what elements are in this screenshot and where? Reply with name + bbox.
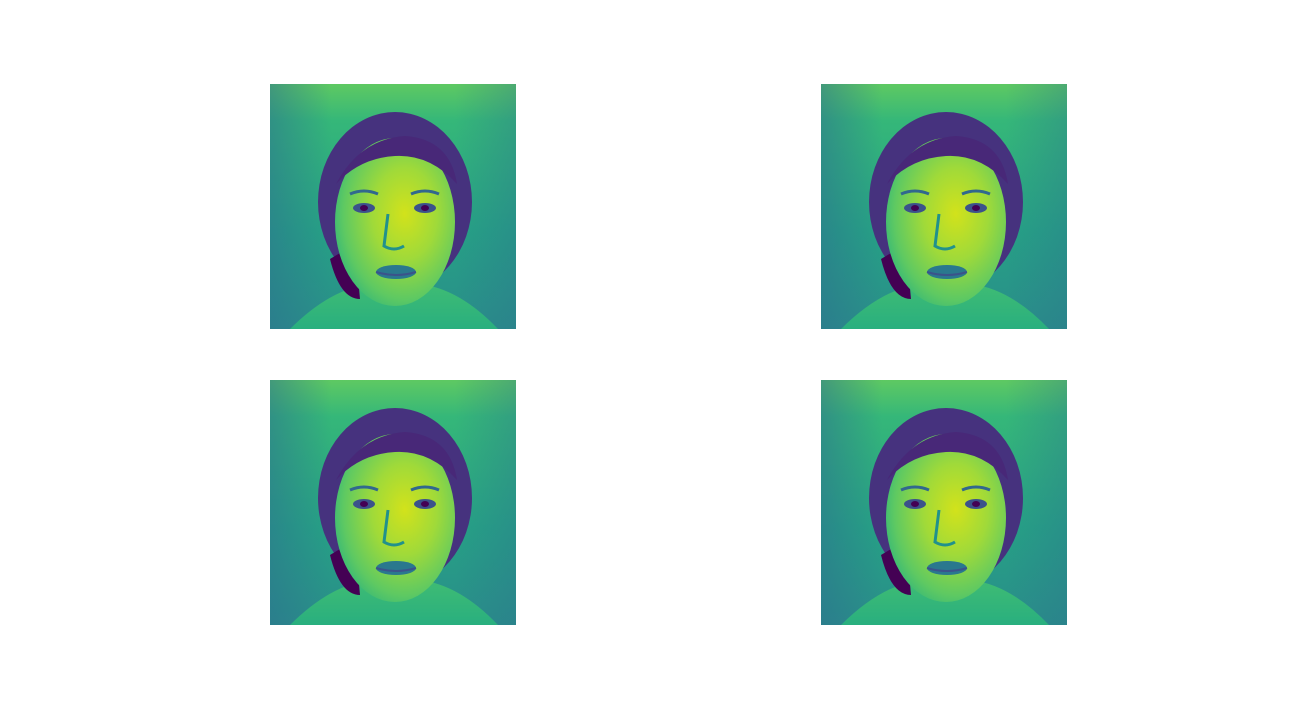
face-image <box>270 84 516 329</box>
face-image <box>821 380 1067 625</box>
face-image <box>821 84 1067 329</box>
face-image <box>270 380 516 625</box>
